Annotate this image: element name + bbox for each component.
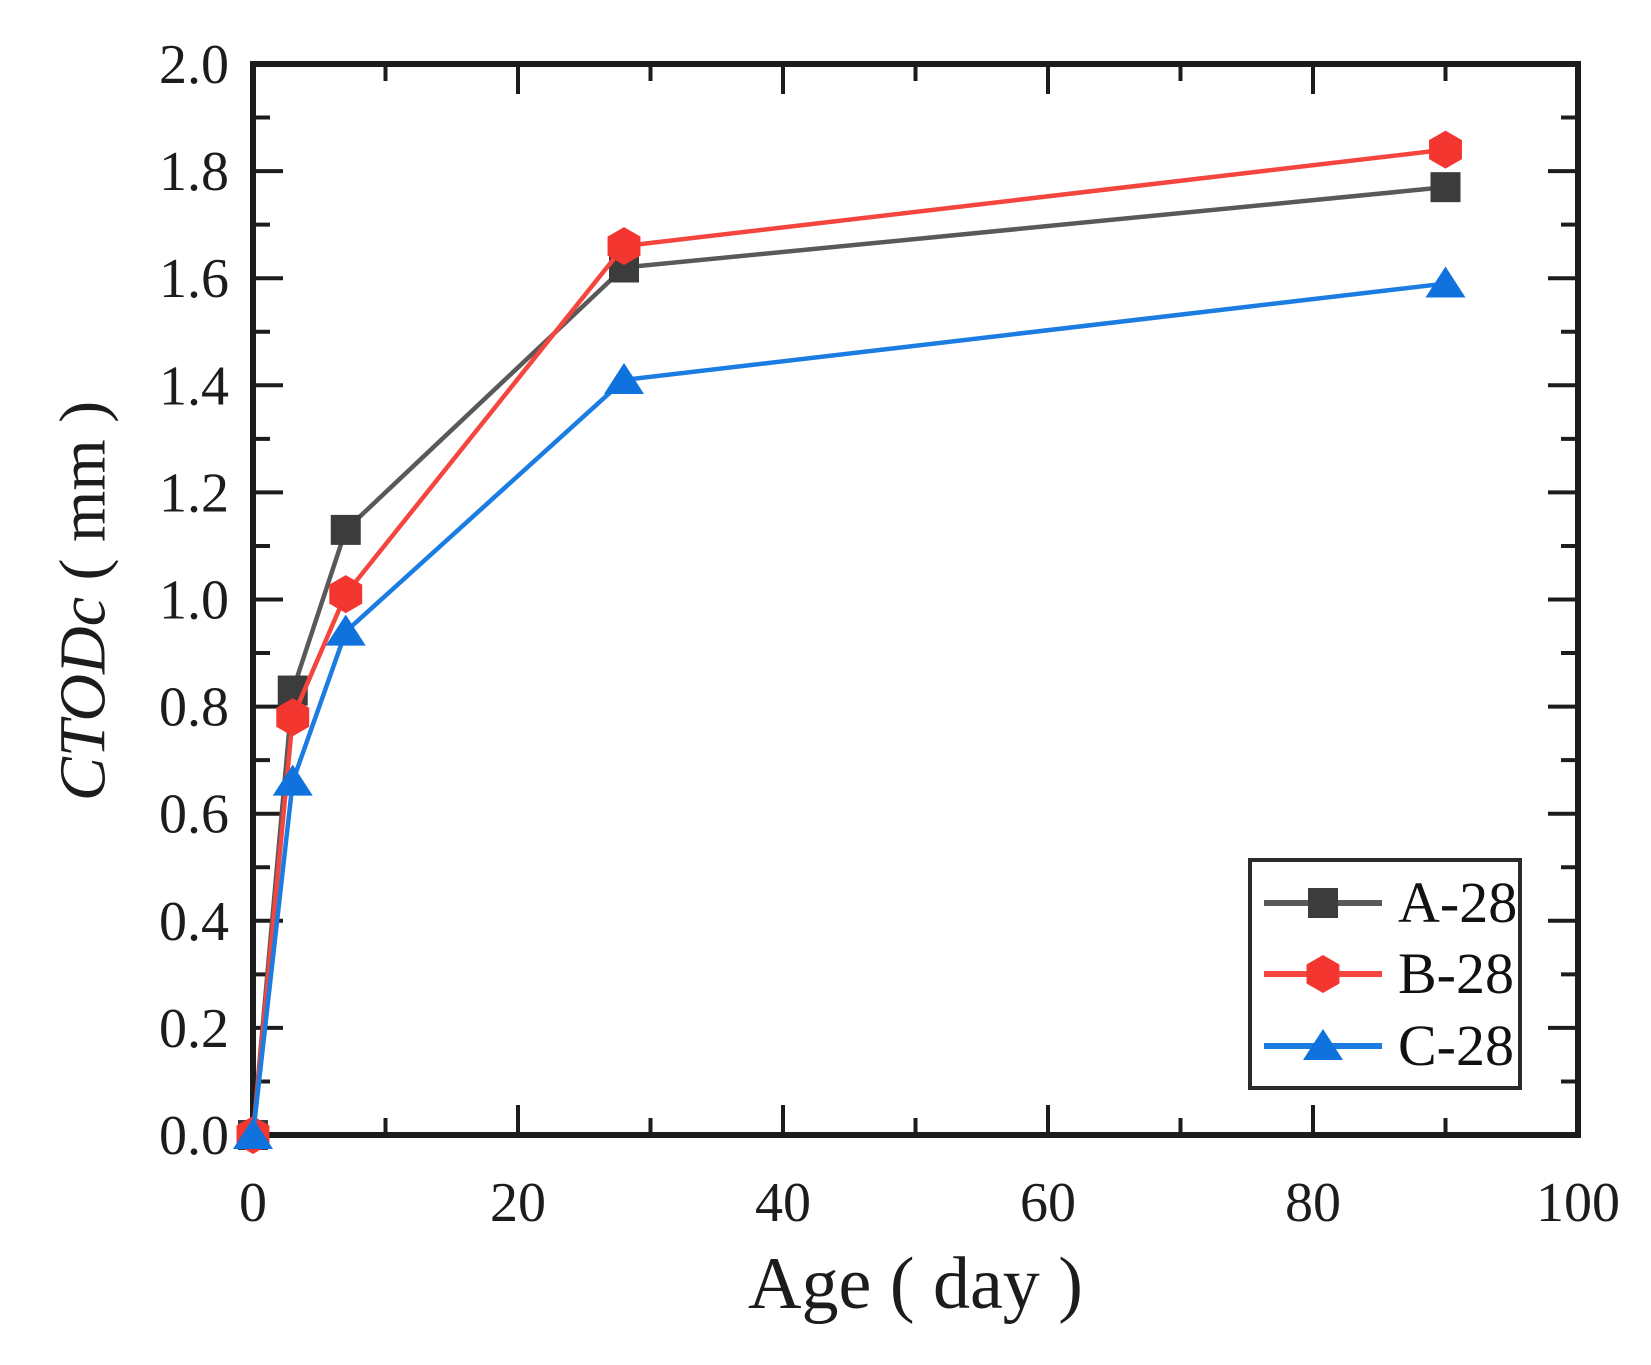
svg-text:100: 100: [1536, 1172, 1620, 1234]
svg-text:0.6: 0.6: [159, 784, 229, 846]
svg-text:1.2: 1.2: [159, 462, 229, 524]
svg-text:0.2: 0.2: [159, 998, 229, 1060]
legend-label: B-28: [1398, 941, 1514, 1006]
svg-text:0.8: 0.8: [159, 677, 229, 739]
legend-item-b-28: B-28: [1262, 943, 1518, 1005]
legend-label: A-28: [1398, 869, 1518, 935]
svg-text:1.4: 1.4: [159, 355, 229, 417]
svg-text:0.4: 0.4: [159, 891, 229, 953]
svg-text:1.6: 1.6: [159, 248, 229, 310]
svg-text:1.0: 1.0: [159, 570, 229, 632]
svg-text:40: 40: [755, 1172, 811, 1234]
svg-text:2.0: 2.0: [159, 34, 229, 96]
legend-item-c-28: C-28: [1262, 1015, 1518, 1077]
y-tick-labels: 0.0 0.2 0.4 0.6 0.8 1.0 1.2 1.4 1.6 1.8 2.0: [159, 34, 229, 1167]
legend-sample-triangle-marker: [1264, 1028, 1382, 1060]
svg-text:60: 60: [1020, 1172, 1076, 1234]
x-tick-labels: 0 20 40 60 80 100: [239, 1172, 1620, 1234]
y-axis-title-symbol: CTODc: [46, 597, 120, 802]
series-markers-c-28: [233, 266, 1466, 1149]
hexagon-marker-icon: [1306, 955, 1340, 993]
svg-text:0.0: 0.0: [159, 1105, 229, 1167]
square-marker-icon: [1308, 887, 1338, 918]
legend-sample-square-marker: [1264, 887, 1382, 918]
y-axis-title: CTODc ( mm ): [18, 66, 150, 1137]
legend-sample-hexagon-marker: [1264, 955, 1382, 993]
svg-text:80: 80: [1285, 1172, 1341, 1234]
svg-text:1.8: 1.8: [159, 141, 229, 203]
legend: A-28 B-28 C-28: [1248, 858, 1522, 1090]
svg-text:0: 0: [239, 1172, 267, 1234]
x-axis-title: Age ( day ): [748, 1243, 1083, 1325]
y-axis-title-unit: ( mm ): [46, 400, 120, 597]
legend-label: C-28: [1398, 1012, 1514, 1078]
svg-text:20: 20: [490, 1172, 546, 1234]
triangle-marker-icon: [1303, 1028, 1343, 1060]
plot-frame: [250, 61, 1581, 1138]
legend-item-a-28: A-28: [1262, 872, 1518, 934]
